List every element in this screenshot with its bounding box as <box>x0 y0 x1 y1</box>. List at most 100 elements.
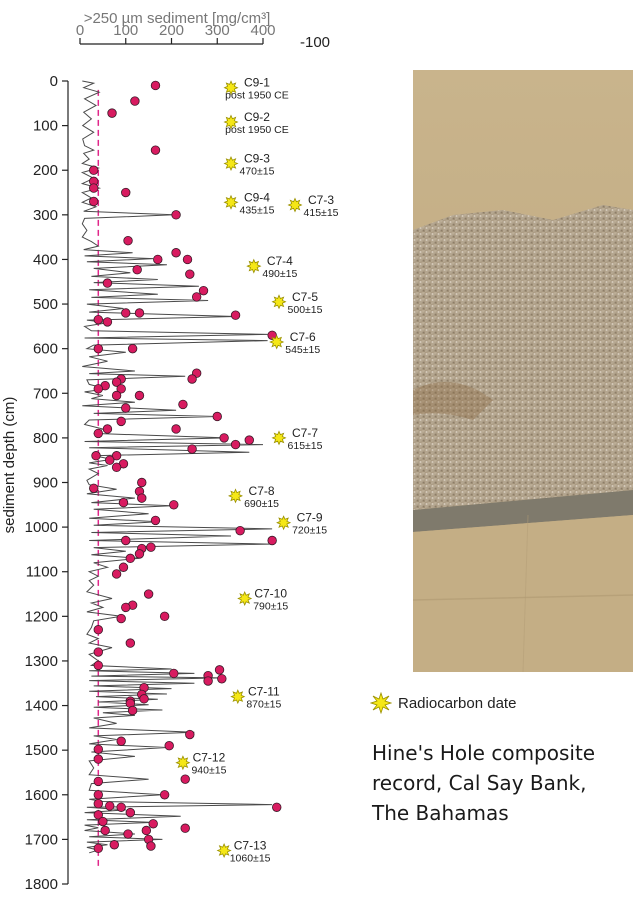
sample-marker <box>93 790 104 800</box>
sample-marker <box>272 802 282 812</box>
sample-marker <box>121 535 131 546</box>
sediment-core-photo <box>413 70 633 672</box>
sample-marker <box>107 108 117 118</box>
sample-marker <box>244 435 254 445</box>
x-tick-label: 200 <box>159 22 184 39</box>
sample-marker <box>116 802 126 812</box>
sample-marker <box>130 96 140 106</box>
sample-marker <box>187 444 197 454</box>
radiocarbon-star-icon <box>271 430 287 446</box>
sample-marker <box>169 668 179 679</box>
sample-marker <box>89 165 99 175</box>
sample-id-label: C7-4 <box>267 254 293 268</box>
sample-marker <box>137 477 147 488</box>
legend-label: Radiocarbon date <box>398 694 517 712</box>
radiocarbon-star-icon <box>271 294 287 310</box>
sample-id-label: C9-2 <box>244 110 270 124</box>
sample-marker <box>111 377 122 387</box>
sample-marker <box>146 542 156 552</box>
sample-marker <box>93 776 104 787</box>
sample-id-label: C7-7 <box>292 426 318 440</box>
sample-marker <box>105 455 115 465</box>
sample-marker <box>178 399 188 410</box>
sample-marker <box>116 384 126 394</box>
y-tick-label: 300 <box>33 207 58 224</box>
x-tick-label: 400 <box>250 22 275 39</box>
sample-marker <box>153 254 163 265</box>
age-label: 870±15 <box>246 699 281 711</box>
sample-id-label: C7-5 <box>292 290 318 304</box>
sample-marker <box>105 801 115 811</box>
x-axis-title: >250 µm sediment [mg/cm³] <box>84 10 271 27</box>
sample-marker <box>100 825 110 836</box>
sample-marker <box>212 411 222 422</box>
sample-marker <box>109 840 120 850</box>
sample-marker <box>102 424 113 434</box>
age-label: post 1950 CE <box>225 90 289 102</box>
sample-marker <box>123 236 133 246</box>
radiocarbon-star-icon <box>223 114 239 130</box>
radiocarbon-star-icon <box>276 515 292 531</box>
sample-marker <box>118 562 129 572</box>
y-tick-label: 1700 <box>25 831 58 848</box>
radiocarbon-star-icon <box>246 258 262 274</box>
sample-id-label: C7-9 <box>297 511 323 525</box>
sample-marker <box>146 841 156 851</box>
radiocarbon-star-icon <box>287 197 303 213</box>
sample-marker <box>116 613 126 624</box>
radiocarbon-star-icon <box>223 156 239 171</box>
sample-marker <box>185 729 195 740</box>
radiocarbon-star-icon <box>230 689 246 705</box>
sample-marker <box>111 462 122 473</box>
y-tick-label: 100 <box>33 118 58 135</box>
y-tick-label: 1000 <box>25 519 58 536</box>
y-axis: 0 100 200 300 400 500 600 700 800 900 1000 1100 1200… <box>25 73 69 893</box>
sample-id-label: C7-3 <box>308 193 334 207</box>
sample-marker <box>148 819 158 829</box>
y-tick-label: 600 <box>33 341 58 358</box>
sample-marker <box>121 602 131 613</box>
sample-marker <box>182 254 193 265</box>
sample-marker <box>93 314 104 325</box>
x-axis-extra-label: -100 <box>300 34 330 51</box>
sample-marker <box>169 500 179 510</box>
age-label: 490±15 <box>262 268 297 280</box>
sample-marker <box>230 310 241 320</box>
sample-marker <box>93 625 104 635</box>
age-label: 470±15 <box>239 166 274 178</box>
y-tick-label: 700 <box>33 385 58 402</box>
sediment-series-line <box>80 80 273 854</box>
sample-marker <box>171 248 181 258</box>
radiocarbon-star-icon <box>228 488 243 504</box>
age-label: 415±15 <box>304 207 339 219</box>
sample-marker <box>93 428 104 439</box>
sample-marker <box>141 825 152 836</box>
radiocarbon-star-icon <box>175 755 191 771</box>
sample-marker <box>180 774 190 784</box>
sample-marker <box>267 535 277 546</box>
sample-marker <box>159 611 170 622</box>
sample-marker <box>89 196 99 207</box>
sample-marker <box>214 665 225 675</box>
radiocarbon-star-icon <box>269 334 285 350</box>
sample-marker <box>102 278 113 288</box>
y-axis-title: sediment depth (cm) <box>1 397 18 534</box>
sample-marker <box>93 744 104 754</box>
y-tick-label: 1400 <box>25 698 58 715</box>
sample-marker <box>203 676 213 686</box>
sample-marker <box>93 754 104 764</box>
sample-marker <box>171 424 181 434</box>
sample-marker <box>159 790 170 800</box>
sample-marker <box>150 80 161 91</box>
sample-marker <box>137 493 147 503</box>
y-tick-label: 1100 <box>26 564 58 581</box>
age-label: 790±15 <box>253 600 288 612</box>
